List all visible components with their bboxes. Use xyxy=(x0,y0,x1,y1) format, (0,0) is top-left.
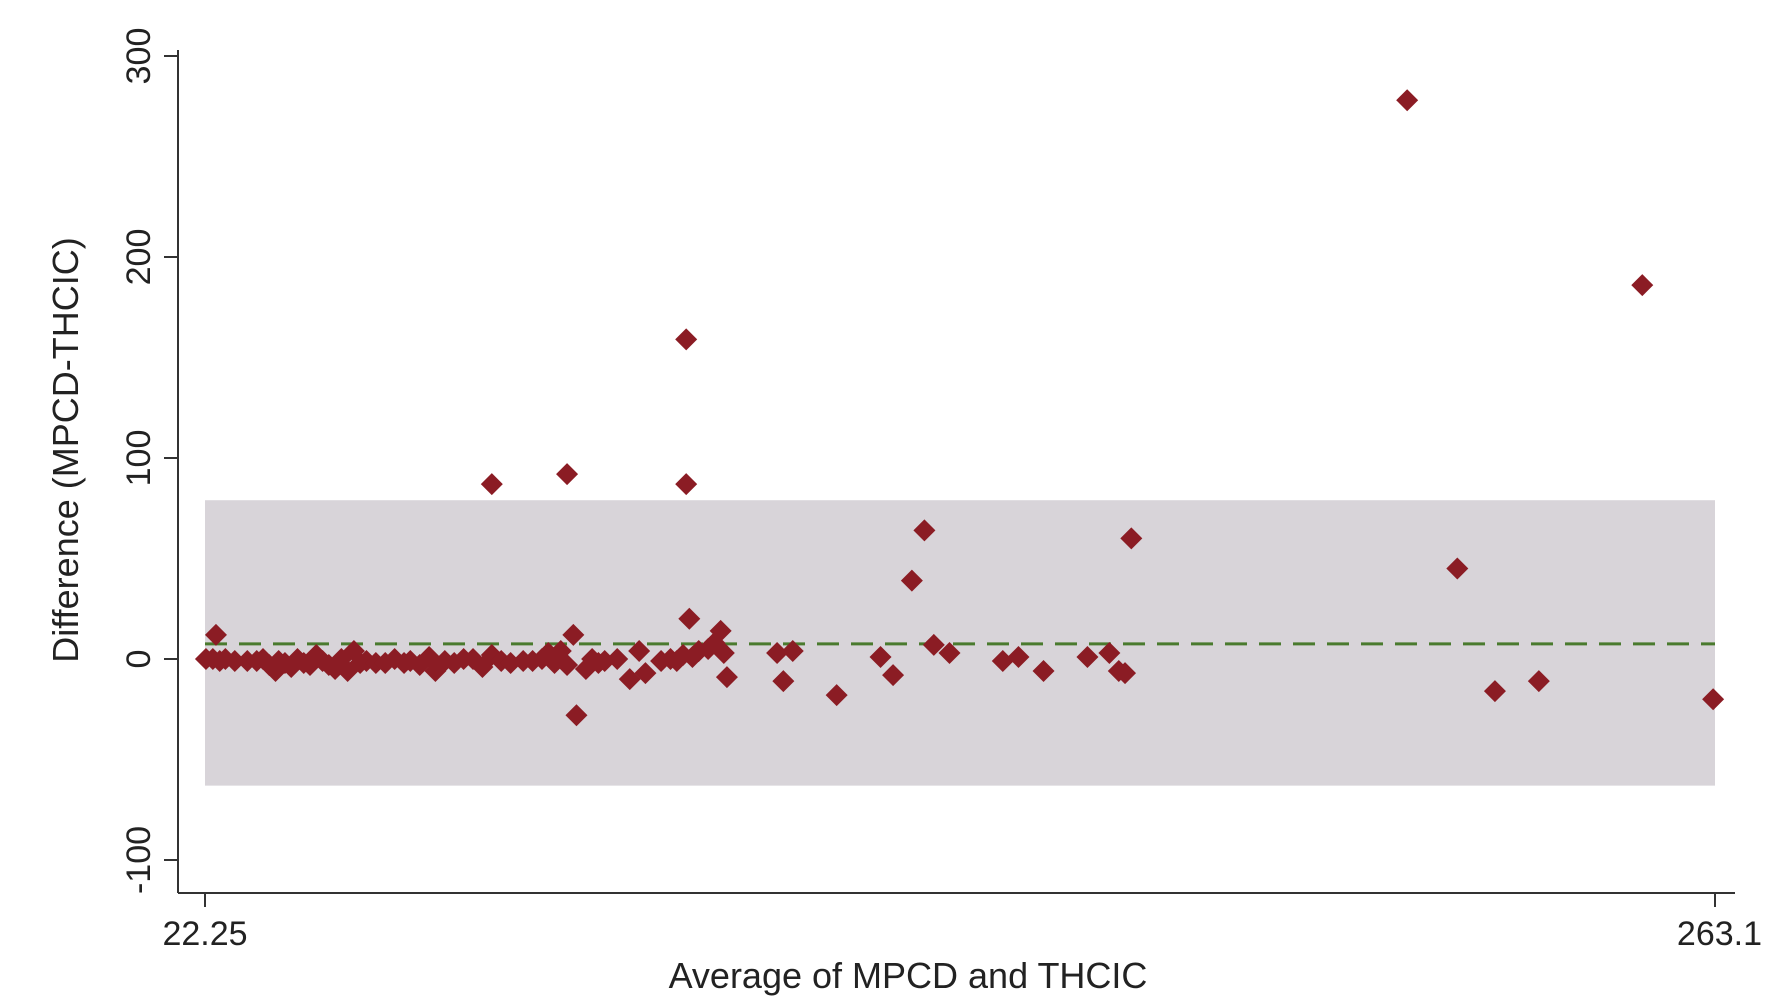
x-tick-label: 22.25 xyxy=(162,915,247,953)
data-point xyxy=(991,650,1014,673)
data-point xyxy=(938,641,961,664)
x-axis-title: Average of MPCD and THCIC xyxy=(669,955,1148,996)
data-points xyxy=(194,89,1725,727)
data-point xyxy=(913,519,936,542)
data-point xyxy=(606,648,629,670)
x-ticks: 22.25 263.1 xyxy=(162,893,1762,953)
data-point xyxy=(922,633,945,656)
y-tick-label: 100 xyxy=(120,430,158,487)
data-point xyxy=(675,328,698,351)
data-point xyxy=(1702,688,1725,711)
data-point xyxy=(1076,645,1099,668)
data-point xyxy=(678,607,701,630)
data-point xyxy=(1396,89,1419,112)
x-tick-label: 263.1 xyxy=(1677,915,1762,953)
data-point xyxy=(1007,645,1030,668)
data-point xyxy=(781,639,804,662)
data-point xyxy=(1032,660,1055,683)
data-point xyxy=(1114,662,1137,685)
data-point xyxy=(556,654,579,677)
data-point xyxy=(900,569,923,592)
data-point xyxy=(1098,641,1121,664)
data-point xyxy=(1527,670,1550,693)
data-point xyxy=(882,664,905,687)
data-point xyxy=(869,645,892,668)
data-point xyxy=(709,619,732,642)
y-ticks: -100 0 100 200 300 xyxy=(120,28,178,894)
y-axis-title: Difference (MPCD-THCIC) xyxy=(45,237,86,662)
data-point xyxy=(715,666,738,689)
data-point xyxy=(1631,274,1654,297)
data-point xyxy=(712,641,735,664)
data-point xyxy=(675,473,698,496)
y-tick-label: -100 xyxy=(120,826,158,894)
data-point xyxy=(766,641,789,664)
data-point xyxy=(634,662,657,685)
y-tick-label: 300 xyxy=(120,28,158,85)
data-point xyxy=(1446,557,1469,580)
data-point xyxy=(1483,680,1506,703)
data-point xyxy=(490,650,513,673)
data-point xyxy=(565,704,588,727)
data-point xyxy=(556,463,579,486)
data-point xyxy=(1120,527,1143,550)
data-point xyxy=(480,473,503,496)
data-point xyxy=(223,650,246,673)
data-point xyxy=(772,670,795,693)
data-point xyxy=(825,684,848,707)
data-point xyxy=(628,639,651,662)
y-tick-label: 200 xyxy=(120,229,158,286)
data-point xyxy=(204,623,227,646)
y-tick-label: 0 xyxy=(120,650,158,669)
data-point xyxy=(562,623,585,646)
